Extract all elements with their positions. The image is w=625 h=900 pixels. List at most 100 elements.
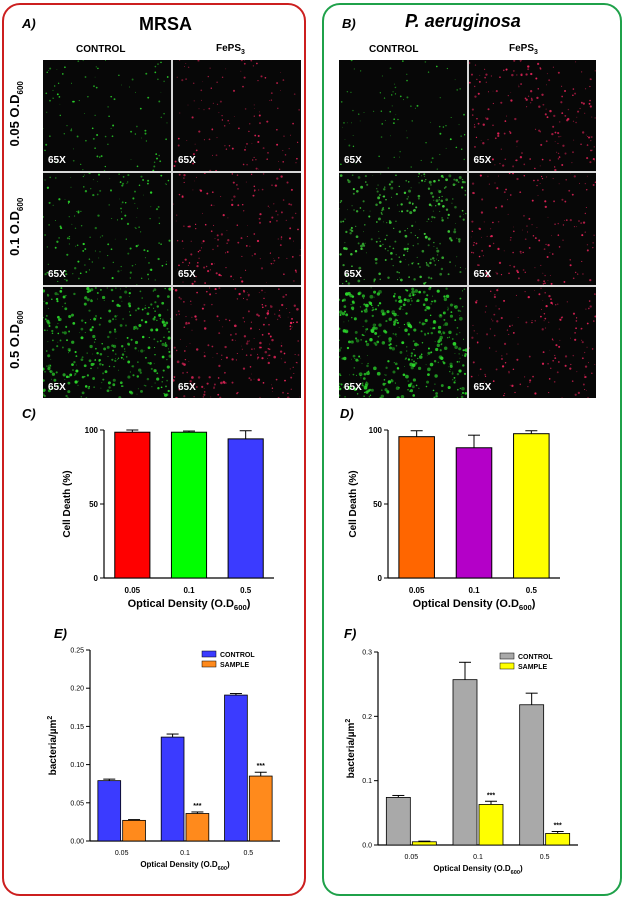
error-bar — [418, 840, 431, 842]
legend-swatch — [499, 662, 515, 670]
speckle-pattern — [470, 173, 596, 285]
y-tick-label: 0.10 — [70, 762, 84, 769]
error-bar — [191, 811, 204, 814]
y-tick-label: 0.05 — [70, 800, 84, 807]
speckle-pattern — [468, 287, 596, 398]
chart-e-density-mrsa: E) 0.00 0.05 0.10 0.15 0.20 0.25 bacteria/µm2 Op… — [47, 626, 280, 872]
magnification-label: 65X — [473, 155, 492, 167]
speckle-pattern — [339, 173, 467, 285]
significance-marker: *** — [257, 763, 265, 770]
row-label-0-5: 0.5 O.D600 — [7, 310, 25, 369]
speckle-pattern — [173, 286, 301, 398]
y-tick-label: 100 — [369, 426, 383, 435]
bar-sample-0.1 — [478, 804, 504, 846]
error-bar — [183, 430, 195, 433]
mrsa-feps3-0-05-micrograph: 65X — [173, 60, 301, 172]
error-bar — [525, 692, 538, 705]
error-bar — [468, 434, 480, 448]
x-tick-label: 0.1 — [468, 586, 480, 595]
chart-c-cell-death-mrsa: C) 0 50 100 Cell Death (%) Optical Density (O… — [22, 406, 274, 612]
panel-label-a: A) — [22, 16, 36, 31]
y-axis-label: bacteria/µm2 — [47, 716, 59, 776]
bar-control-0.5 — [519, 704, 545, 846]
mrsa-treated-col-title: FePS3 — [216, 43, 245, 56]
bar-sample-0.05 — [122, 819, 146, 842]
bar-sample-0.5 — [248, 775, 273, 842]
y-axis-label: Cell Death (%) — [348, 470, 359, 537]
significance-marker: *** — [487, 792, 495, 799]
panel-label: D) — [340, 406, 354, 421]
mrsa-control-0-5-micrograph: 65X — [43, 286, 171, 398]
bar-control-0.05 — [385, 796, 411, 846]
x-tick-label: 0.05 — [125, 586, 141, 595]
x-axis-label: Optical Density (O.D600) — [128, 598, 251, 612]
magnification-label: 65X — [178, 268, 196, 280]
magnification-label: 65X — [48, 268, 66, 280]
error-bar — [459, 661, 471, 680]
x-tick-label: 0.5 — [526, 586, 538, 595]
speckle-pattern — [43, 286, 171, 398]
chart-f-density-pa: F) 0.0 0.1 0.2 0.3 bacteria/µm2 Optical Densit… — [344, 626, 578, 876]
error-bar — [485, 800, 497, 805]
legend-label: SAMPLE — [518, 664, 548, 671]
magnification-label: 65X — [344, 382, 362, 393]
mrsa-control-0-05-micrograph: 65X — [43, 60, 171, 172]
error-bar — [126, 429, 139, 433]
panel-label: E) — [54, 626, 67, 641]
error-bar — [525, 430, 538, 434]
panel-label: C) — [22, 406, 36, 421]
bar-0.05 — [114, 431, 151, 579]
mrsa-control-col-title: CONTROL — [76, 44, 126, 55]
legend-label: CONTROL — [518, 654, 553, 661]
y-axis-label: Cell Death (%) — [62, 470, 73, 537]
bar-control-0.05 — [97, 780, 122, 842]
y-tick-label: 0.1 — [362, 778, 372, 785]
y-tick-label: 0 — [94, 574, 99, 583]
bar-control-0.1 — [160, 736, 185, 842]
x-tick-label: 0.05 — [115, 850, 129, 857]
pa-micrograph-grid: 65X 65X 65X 65X 65X 65X — [339, 60, 596, 398]
legend-label: SAMPLE — [220, 662, 250, 669]
speckle-pattern — [339, 286, 467, 398]
error-bar — [410, 430, 423, 437]
bar-sample-0.5 — [545, 833, 571, 846]
mrsa-feps3-0-5-micrograph: 65X — [173, 286, 301, 398]
error-bar — [392, 794, 405, 798]
error-bar — [103, 778, 116, 781]
magnification-label: 65X — [473, 382, 492, 393]
pa-feps3-0-05-micrograph: 65X — [468, 60, 596, 172]
mrsa-group-frame — [2, 3, 306, 896]
bar-control-0.5 — [224, 694, 248, 842]
bar-0.1 — [455, 447, 493, 579]
error-bar — [239, 430, 252, 439]
x-tick-label: 0.5 — [540, 854, 550, 861]
speckle-pattern — [340, 60, 466, 170]
bar-0.05 — [398, 436, 435, 579]
error-bar — [128, 819, 141, 821]
y-tick-label: 0.20 — [70, 686, 84, 693]
x-axis-label: Optical Density (O.D600) — [413, 598, 536, 612]
speckle-pattern — [43, 60, 169, 172]
bar-control-0.1 — [452, 679, 478, 846]
panel-label-b: B) — [342, 16, 356, 31]
legend: CONTROL SAMPLE — [201, 650, 255, 669]
pa-title: P. aeruginosa — [405, 11, 521, 31]
magnification-label: 65X — [344, 155, 362, 167]
error-bar — [229, 693, 242, 696]
x-axis-label: Optical Density (O.D600) — [140, 860, 230, 872]
legend: CONTROL SAMPLE — [499, 652, 553, 671]
x-tick-label: 0.1 — [183, 586, 195, 595]
magnification-label: 65X — [473, 268, 492, 280]
legend-swatch — [201, 660, 217, 668]
x-tick-label: 0.5 — [243, 850, 253, 857]
speckle-pattern — [43, 173, 171, 285]
y-tick-label: 0.0 — [362, 842, 372, 849]
magnification-label: 65X — [178, 155, 196, 167]
bar-0.5 — [513, 433, 550, 579]
chart-d-cell-death-pa: D) 0 50 100 Cell Death (%) Optical Density (O… — [340, 406, 560, 612]
significance-marker: *** — [193, 803, 201, 810]
y-tick-label: 100 — [85, 426, 99, 435]
speckle-pattern — [468, 60, 596, 172]
significance-marker: *** — [554, 822, 562, 829]
mrsa-feps3-0-1-micrograph: 65X — [173, 173, 301, 285]
